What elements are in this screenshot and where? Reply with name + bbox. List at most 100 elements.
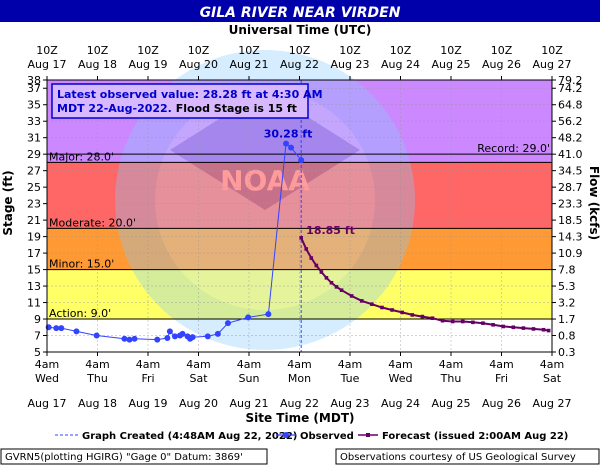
forecast-point [521, 326, 526, 330]
x2-tick-date: Aug 24 [381, 58, 420, 71]
x2-tick-date: Aug 22 [280, 58, 319, 71]
x-tick-date: Aug 27 [533, 397, 572, 410]
x2-tick-time: 10Z [491, 44, 513, 57]
y-tick-label: 27 [27, 165, 41, 178]
y2-tick-label: 28.7 [558, 181, 583, 194]
forecast-point [339, 288, 344, 292]
x2-tick-time: 10Z [541, 44, 563, 57]
x2-tick-date: Aug 17 [28, 58, 67, 71]
y-tick-label: 35 [27, 99, 41, 112]
y-tick-label: 29 [27, 148, 41, 161]
y2-tick-label: 10.9 [558, 247, 583, 260]
x-tick-date: Aug 22 [280, 397, 319, 410]
observed-point [265, 311, 272, 318]
observed-point [179, 330, 186, 337]
footer-right-text: Observations courtesy of US Geological S… [340, 452, 576, 463]
x-tick-weekday: Sat [189, 372, 208, 385]
x-tick-time: 4am [35, 358, 59, 371]
footer-left-text: GVRN5(plotting HGIRG) "Gage 0" Datum: 38… [5, 452, 243, 463]
forecast-point [304, 247, 309, 251]
watermark-circle-outer [115, 50, 415, 350]
y-tick-label: 15 [27, 264, 41, 277]
x-tick-time: 4am [338, 358, 362, 371]
y2-tick-label: 3.2 [558, 297, 576, 310]
peak-value-label: 30.28 ft [264, 128, 313, 141]
x-tick-date: Aug 21 [230, 397, 269, 410]
info-box-line2-flood: Flood Stage is 15 ft [172, 102, 297, 115]
x-tick-weekday: Thu [440, 372, 462, 385]
top-axis-title: Universal Time (UTC) [229, 23, 372, 37]
footer-left-box [0, 448, 268, 465]
flood-label-moderate: Moderate: 20.0' [49, 216, 136, 229]
forecast-point [314, 263, 319, 268]
y-tick-label: 37 [27, 82, 41, 95]
forecast-point [541, 327, 546, 332]
y2-tick-label: 7.8 [558, 264, 576, 277]
legend: Graph Created (4:48AM Aug 22, 2022) Obse… [55, 431, 568, 442]
forecast-point [531, 327, 536, 331]
x-tick-time: 4am [237, 358, 261, 371]
chart-title: GILA RIVER NEAR VIRDEN [200, 5, 401, 21]
x2-tick-time: 10Z [188, 44, 210, 57]
forecast-point [370, 302, 374, 306]
forecast-point [319, 270, 324, 274]
footer-right-box [335, 448, 600, 465]
y2-tick-label: 0.3 [558, 346, 576, 359]
y2-tick-label: 23.3 [558, 198, 583, 211]
x2-tick-time: 10Z [339, 44, 361, 57]
x-tick-time: 4am [287, 358, 311, 371]
info-box-frame [51, 83, 309, 119]
bottom-axis-title: Site Time (MDT) [246, 411, 355, 425]
x2-tick-time: 10Z [390, 44, 412, 57]
info-box: Latest observed value: 28.28 ft at 4:30 … [51, 83, 323, 119]
observed-point [189, 334, 196, 341]
forecast-point [390, 308, 394, 312]
x-tick-time: 4am [439, 358, 463, 371]
forecast-point [471, 320, 475, 325]
legend-observed-label: Observed [300, 431, 354, 442]
forecast-point [440, 318, 445, 323]
x-tick-date: Aug 26 [482, 397, 521, 410]
axes: 5 0.3 7 0.8 9 1.7 11 3.2 13 5.3 15 7.8 17 10.9 19 14.3 2… [27, 44, 583, 410]
y2-tick-label: 48.2 [558, 132, 583, 145]
x2-tick-date: Aug 23 [331, 58, 370, 71]
y-tick-label: 9 [34, 313, 41, 326]
x-tick-date: Aug 24 [381, 397, 420, 410]
x-tick-date: Aug 23 [331, 397, 370, 410]
forecast-point [380, 305, 384, 310]
y-tick-label: 25 [27, 181, 41, 194]
watermark-center-text: NOAA [220, 164, 310, 197]
observed-point [171, 333, 178, 340]
y-tick-label: 5 [34, 346, 41, 359]
x-tick-weekday: Wed [35, 372, 59, 385]
flood-label-major: Major: 28.0' [49, 150, 114, 163]
forecast-point [359, 299, 364, 303]
x-tick-time: 4am [540, 358, 564, 371]
y2-tick-label: 5.3 [558, 280, 576, 293]
observed-point [164, 334, 171, 341]
x2-tick-time: 10Z [440, 44, 462, 57]
x-tick-date: Aug 20 [179, 397, 218, 410]
y2-tick-label: 0.8 [558, 330, 576, 343]
observed-point [58, 325, 65, 332]
x-tick-date: Aug 17 [28, 397, 67, 410]
observed-point [121, 335, 128, 342]
x-tick-weekday: Thu [86, 372, 108, 385]
y-tick-label: 13 [27, 280, 41, 293]
forecast-point [410, 313, 415, 317]
left-axis-title: Stage (ft) [1, 170, 15, 235]
observed-point [154, 336, 161, 343]
observed-point [166, 328, 173, 335]
observed-point [53, 325, 60, 332]
noaa-watermark: NOAA [115, 50, 415, 350]
observed-point [224, 320, 231, 327]
info-box-line1: Latest observed value: 28.28 ft at 4:30 … [57, 88, 323, 101]
x2-tick-date: Aug 27 [533, 58, 572, 71]
forecast-point [334, 285, 339, 289]
x2-tick-time: 10Z [289, 44, 311, 57]
observed-point [93, 332, 100, 339]
y2-tick-label: 41.0 [558, 148, 583, 161]
legend-forecast-label: Forecast (issued 2:00AM Aug 22) [382, 431, 568, 442]
x2-tick-date: Aug 18 [78, 58, 117, 71]
x-tick-weekday: Fri [141, 372, 154, 385]
